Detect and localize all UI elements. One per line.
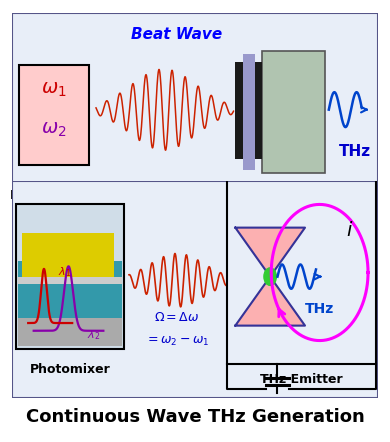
Text: Continuous Wave THz Generation: Continuous Wave THz Generation [26, 408, 364, 426]
Text: THz Emitter: THz Emitter [176, 188, 258, 201]
Bar [18, 318, 122, 346]
Text: Photomixer: Photomixer [30, 363, 111, 376]
Polygon shape [235, 277, 305, 326]
Text: $\mathit{i}$: $\mathit{i}$ [346, 221, 353, 240]
Text: THz Emitter: THz Emitter [260, 373, 343, 386]
Bar [18, 261, 122, 318]
Text: $\omega_1$: $\omega_1$ [41, 80, 67, 99]
Text: $= \omega_2 - \omega_1$: $= \omega_2 - \omega_1$ [145, 335, 209, 347]
Bar [227, 172, 376, 364]
Text: $\Omega = \Delta\omega$: $\Omega = \Delta\omega$ [154, 311, 199, 324]
Text: $\lambda_2$: $\lambda_2$ [87, 328, 100, 342]
Bar [235, 62, 243, 160]
Text: $\lambda_1$: $\lambda_1$ [58, 265, 71, 279]
Bar [16, 204, 124, 349]
Text: $\omega_2$: $\omega_2$ [41, 120, 67, 139]
Text: THz: THz [305, 301, 334, 316]
Polygon shape [235, 228, 305, 277]
Bar [22, 233, 113, 279]
Text: Beat Wave: Beat Wave [131, 27, 222, 42]
Bar [255, 62, 262, 160]
Bar [243, 54, 255, 170]
Circle shape [264, 268, 277, 286]
Text: Dual-$\lambda$ Laser: Dual-$\lambda$ Laser [9, 188, 99, 202]
Bar [18, 277, 122, 284]
Bar [19, 65, 89, 165]
Text: THz: THz [339, 144, 370, 159]
Bar [262, 51, 325, 173]
